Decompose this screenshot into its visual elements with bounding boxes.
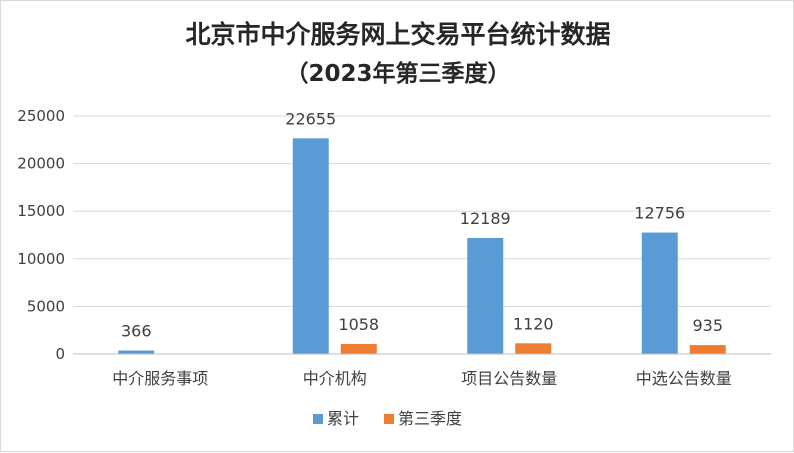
x-tick-label: 中介机构 [303, 369, 367, 388]
chart-title-line1: 北京市中介服务网上交易平台统计数据 [185, 20, 610, 49]
y-tick-label: 0 [55, 345, 65, 363]
data-label: 22655 [285, 109, 336, 128]
bars [118, 138, 726, 354]
legend: 累计 第三季度 [313, 409, 462, 428]
x-tick-label: 项目公告数量 [461, 369, 557, 388]
data-label: 12756 [634, 204, 685, 223]
y-axis: 0 5000 10000 15000 20000 25000 [17, 107, 65, 363]
data-label: 935 [692, 316, 723, 335]
bar-cumulative [641, 232, 678, 354]
x-tick-label: 中介服务事项 [112, 369, 208, 388]
data-labels: 366 22655 1058 12189 1120 12756 935 [121, 109, 723, 340]
y-tick-label: 5000 [27, 297, 65, 315]
x-tick-label: 中选公告数量 [636, 369, 732, 388]
y-tick-label: 10000 [17, 250, 65, 268]
bar-cumulative [467, 237, 504, 354]
data-label: 1058 [338, 315, 379, 334]
data-label: 12189 [460, 209, 511, 228]
data-label: 1120 [513, 314, 554, 333]
bar-cumulative [292, 138, 329, 354]
bar-q3 [515, 343, 552, 354]
legend-swatch [313, 414, 323, 424]
y-tick-label: 25000 [17, 107, 65, 125]
bar-q3 [340, 343, 377, 354]
chart-title-line2: （2023年第三季度） [285, 60, 510, 87]
bar-q3 [689, 345, 726, 354]
legend-label: 第三季度 [398, 409, 462, 428]
legend-label: 累计 [327, 409, 359, 428]
legend-swatch [384, 414, 394, 424]
data-label: 366 [121, 322, 152, 341]
x-axis: 中介服务事项 中介机构 项目公告数量 中选公告数量 [73, 353, 771, 388]
y-tick-label: 20000 [17, 155, 65, 173]
y-tick-label: 15000 [17, 202, 65, 220]
bar-cumulative [118, 350, 155, 354]
